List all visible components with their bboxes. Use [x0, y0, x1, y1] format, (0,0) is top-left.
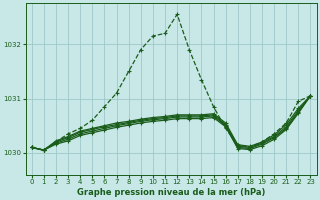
X-axis label: Graphe pression niveau de la mer (hPa): Graphe pression niveau de la mer (hPa)	[77, 188, 265, 197]
